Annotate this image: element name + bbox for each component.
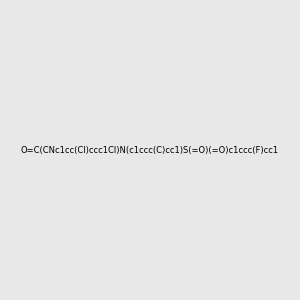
Text: O=C(CNc1cc(Cl)ccc1Cl)N(c1ccc(C)cc1)S(=O)(=O)c1ccc(F)cc1: O=C(CNc1cc(Cl)ccc1Cl)N(c1ccc(C)cc1)S(=O)… [21, 146, 279, 154]
